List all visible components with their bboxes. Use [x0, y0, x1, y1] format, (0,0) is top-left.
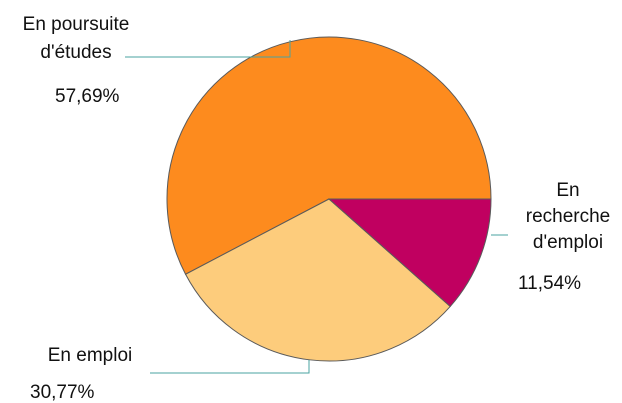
slice-2-label-line-1: En [556, 180, 579, 201]
slice-1-value-label: 30,77% [30, 382, 95, 403]
slice-0-value-label: 57,69% [55, 86, 120, 107]
slice-label-poursuite: En poursuite d'études 57,69% [23, 14, 130, 107]
pie-slices [166, 36, 492, 362]
slice-2-value-label: 11,54% [518, 273, 581, 294]
slice-2-label-line-2: recherche [526, 206, 611, 227]
slice-recherche [327, 198, 492, 308]
slice-2-label-line-3: d'emploi [533, 232, 603, 253]
slice-0-label-line-1: En poursuite [23, 14, 130, 35]
slice-0-label-line-2: d'études [40, 42, 111, 63]
slice-emploi [184, 198, 451, 362]
slice-1-label-line-1: En emploi [48, 345, 133, 366]
leader-line-emploi [150, 360, 310, 374]
leader-line-poursuite [125, 40, 291, 58]
slice-label-recherche: En recherche d'emploi 11,54% [518, 180, 610, 294]
slice-label-emploi: En emploi 30,77% [30, 345, 132, 403]
